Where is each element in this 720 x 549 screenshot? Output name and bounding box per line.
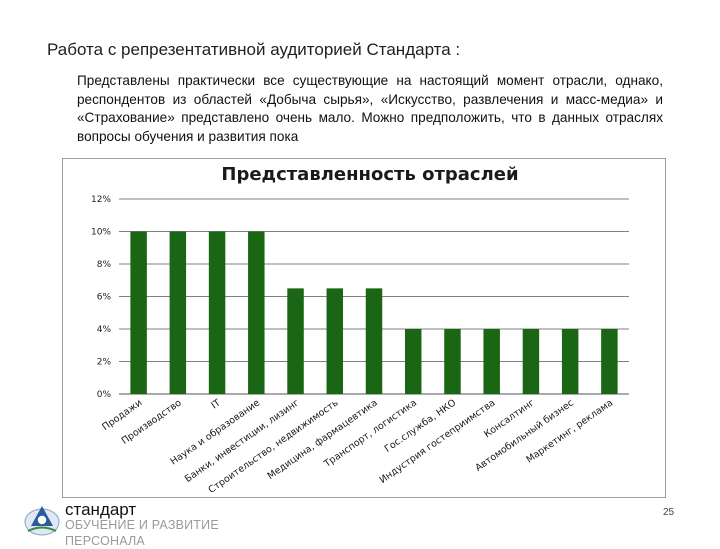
bar	[404, 329, 422, 394]
standart-logo-icon	[24, 506, 60, 536]
x-tick-label: IT	[209, 397, 223, 411]
bar	[561, 329, 579, 394]
bar	[522, 329, 540, 394]
bar	[483, 329, 500, 394]
bar	[287, 288, 304, 394]
bar	[444, 329, 461, 394]
page-number: 25	[663, 507, 675, 518]
industry-bar-chart: Представленность отраслей 0% 2% 4% 6% 8% 10% 1…	[91, 164, 629, 496]
bar	[248, 231, 265, 394]
y-tick-label: 12%	[91, 195, 111, 205]
y-tick-label: 10%	[91, 228, 111, 238]
chart-frame: Представленность отраслей 0% 2% 4% 6% 8% 10% 1…	[62, 158, 666, 498]
bar	[208, 231, 226, 394]
y-tick-label: 8%	[97, 260, 112, 270]
y-axis-ticks: 0% 2% 4% 6% 8% 10% 12%	[91, 195, 111, 400]
slide-title: Работа с репрезентативной аудиторией Ста…	[47, 40, 461, 59]
y-tick-label: 6%	[97, 293, 112, 303]
intro-paragraph: Представлены практически все существующи…	[77, 73, 663, 144]
bar	[326, 288, 344, 394]
bar	[601, 329, 618, 394]
bar	[365, 288, 383, 394]
bars	[130, 231, 618, 394]
chart-title: Представленность отраслей	[221, 164, 518, 185]
bar	[169, 231, 187, 394]
y-tick-label: 4%	[97, 325, 112, 335]
brand-tagline: ОБУЧЕНИЕ И РАЗВИТИЕ ПЕРСОНАЛА	[65, 518, 219, 548]
y-tick-label: 0%	[97, 390, 112, 400]
brand-name: стандарт	[65, 500, 137, 519]
y-tick-label: 2%	[97, 358, 112, 368]
bar	[130, 231, 147, 394]
